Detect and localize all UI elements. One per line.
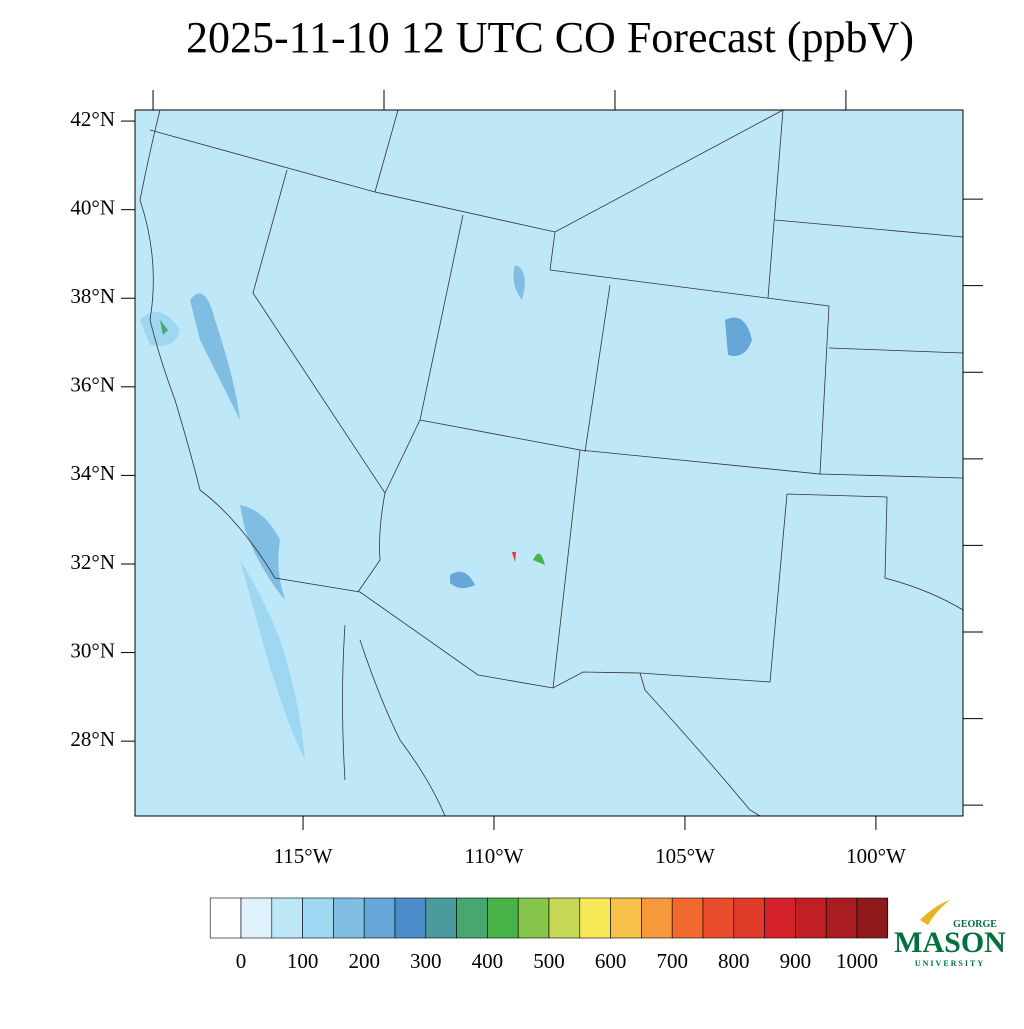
colorbar-label: 500 [533, 949, 565, 973]
boundary [374, 109, 964, 689]
logo-bottom: UNIVERSITY [915, 959, 985, 968]
colorbar-box [795, 897, 827, 939]
colorbar-box [733, 897, 765, 939]
y-tick-label: 38°N [70, 284, 115, 308]
logo-main: MASON [894, 926, 1006, 959]
x-tick-label: 105°W [655, 844, 715, 868]
boundary [149, 109, 784, 233]
x-tick-label: 115°W [274, 844, 333, 868]
colorbar-label: 0 [236, 949, 247, 973]
y-tick-label: 36°N [70, 373, 115, 397]
colorbar-box [548, 897, 581, 939]
colorbar-label: 400 [472, 949, 504, 973]
colorbar-box [579, 897, 611, 939]
feature [240, 560, 305, 760]
feature [513, 265, 525, 300]
boundary [342, 624, 446, 817]
axes: 28°N 30°N 32°N 34°N 36°N 38°N 40°N 42°N 115°W 110… [70, 90, 983, 868]
colorbar-box [825, 897, 858, 939]
y-tick-label: 42°N [70, 107, 115, 131]
colorbar-label: 200 [348, 949, 380, 973]
colorbar-box [240, 897, 273, 939]
colorbar-box [641, 897, 673, 939]
colorbar-box [271, 897, 303, 939]
x-tick-label: 100°W [846, 844, 906, 868]
colorbar-box [764, 897, 796, 939]
colorbar-box [363, 897, 396, 939]
boundary [139, 109, 761, 817]
colorbar-box [671, 897, 704, 939]
logo-top: GEORGE [953, 919, 997, 930]
colorbar-label: 600 [595, 949, 627, 973]
y-tick-label: 30°N [70, 638, 115, 662]
colorbar-label: 700 [656, 949, 688, 973]
concentration-features [140, 265, 752, 760]
map-border [134, 109, 964, 817]
feature [190, 293, 240, 420]
colorbar-box [394, 897, 427, 939]
colorbar-box [333, 897, 365, 939]
colorbar: 0 100 200 300 400 500 600 700 800 900 1000 [209, 897, 889, 973]
map-title: 2025-11-10 12 UTC CO Forecast (ppbV) [186, 13, 914, 62]
boundary [252, 169, 386, 593]
y-tick-label: 32°N [70, 550, 115, 574]
colorbar-box [856, 897, 889, 939]
feature [533, 553, 545, 565]
y-tick-label: 40°N [70, 195, 115, 219]
colorbar-box [487, 897, 519, 939]
logo: GEORGE MASON UNIVERSITY [894, 900, 1006, 968]
logo-mark [920, 900, 950, 925]
colorbar-box [302, 897, 334, 939]
map-frame [135, 110, 963, 816]
colorbar-box [517, 897, 550, 939]
y-tick-label: 28°N [70, 727, 115, 751]
boundaries [139, 109, 964, 817]
colorbar-label: 300 [410, 949, 442, 973]
feature [450, 571, 475, 589]
colorbar-box [702, 897, 735, 939]
feature [725, 317, 752, 356]
colorbar-label: 100 [287, 949, 319, 973]
colorbar-box [425, 897, 457, 939]
feature [512, 552, 516, 562]
colorbar-box [610, 897, 642, 939]
colorbar-label: 900 [780, 949, 812, 973]
colorbar-label: 800 [718, 949, 750, 973]
colorbar-box [209, 897, 242, 939]
x-tick-label: 110°W [465, 844, 524, 868]
y-tick-label: 34°N [70, 461, 115, 485]
feature [160, 320, 168, 335]
colorbar-box [456, 897, 488, 939]
colorbar-label: 1000 [836, 949, 878, 973]
